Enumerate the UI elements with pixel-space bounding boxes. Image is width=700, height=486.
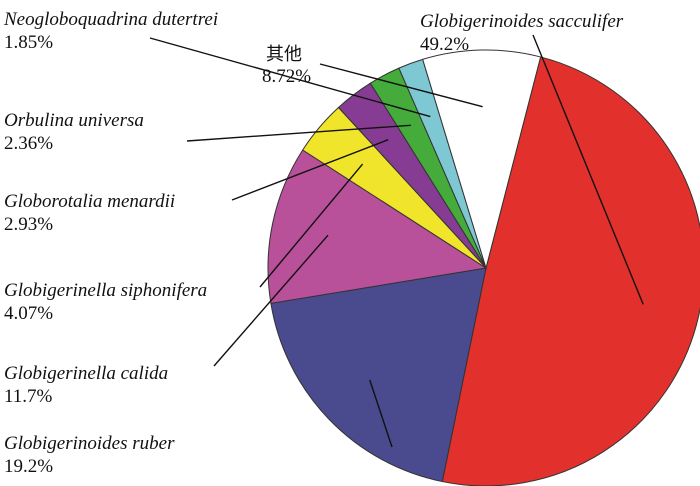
slice-value-label: 4.07% <box>4 303 53 324</box>
leader-line-siphonifera <box>259 163 364 288</box>
slice-name-label: 其他 <box>266 44 302 65</box>
leader-line-other <box>319 63 483 108</box>
slice-value-label: 2.93% <box>4 214 53 235</box>
slice-name-label: Orbulina universa <box>4 110 144 131</box>
label-sacculifer: Globigerinoides sacculifer 49.2% <box>420 11 624 55</box>
label-dutertrei: Neogloboquadrina dutertrei 1.85% <box>3 9 218 53</box>
pie-slice-other <box>422 49 542 270</box>
slice-value-label: 19.2% <box>4 456 53 477</box>
slice-value-label: 8.72% <box>262 66 311 87</box>
label-menardii: Globorotalia menardii 2.93% <box>4 191 175 235</box>
label-ruber: Globigerinoides ruber 19.2% <box>4 433 175 477</box>
slice-value-label: 49.2% <box>420 34 469 55</box>
label-calida: Globigerinella calida 11.7% <box>4 363 168 407</box>
leader-line-dutertrei <box>149 37 431 118</box>
slice-value-label: 2.36% <box>4 133 53 154</box>
slice-name-label: Globigerinella calida <box>4 363 168 384</box>
slice-name-label: Globigerinoides ruber <box>4 433 175 454</box>
leader-lines <box>149 34 644 448</box>
slice-value-label: 1.85% <box>4 32 53 53</box>
pie-slice-sacculifer <box>441 56 700 486</box>
slice-name-label: Neogloboquadrina dutertrei <box>3 9 218 30</box>
leader-line-calida <box>213 234 329 367</box>
label-other: 其他 8.72% <box>262 44 311 87</box>
slice-name-label: Globigerinoides sacculifer <box>420 11 624 32</box>
slice-name-label: Globorotalia menardii <box>4 191 175 212</box>
label-siphonifera: Globigerinella siphonifera 4.07% <box>4 280 207 324</box>
slice-value-label: 11.7% <box>4 386 53 407</box>
label-orbulina: Orbulina universa 2.36% <box>4 110 144 154</box>
leader-line-menardii <box>231 139 389 201</box>
pie-slices <box>267 49 700 486</box>
pie-slice-calida <box>267 149 488 304</box>
leader-line-ruber <box>369 379 393 448</box>
pie-slice-ruber <box>270 267 487 483</box>
slice-name-label: Globigerinella siphonifera <box>4 280 207 301</box>
leader-line-orbulina <box>186 124 411 142</box>
leader-line-sacculifer <box>532 34 644 305</box>
